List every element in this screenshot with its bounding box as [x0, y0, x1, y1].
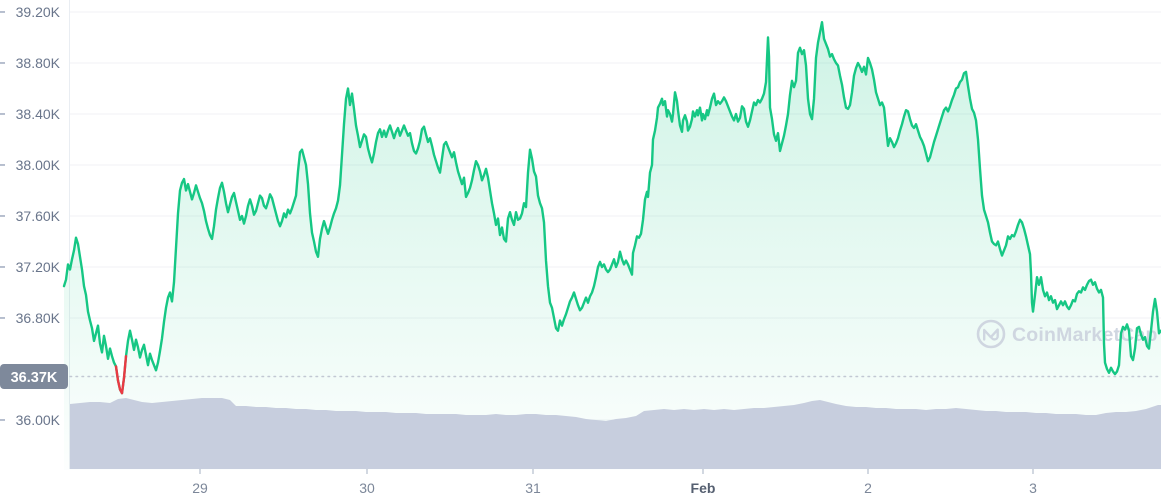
coinmarketcap-logo-icon: [976, 319, 1006, 349]
price-line-layer[interactable]: [62, 21, 1161, 395]
y-axis-label: 38.40K: [16, 106, 61, 122]
y-axis-label: 37.60K: [16, 208, 61, 224]
x-axis-label: Feb: [691, 480, 716, 496]
low-price-badge-label: 36.37K: [11, 370, 58, 386]
y-axis-label: 38.80K: [16, 55, 61, 71]
x-axis-label: 30: [359, 480, 375, 496]
y-axis-label: 37.20K: [16, 259, 61, 275]
x-axis-label: 3: [1029, 480, 1037, 496]
volume-layer: [70, 398, 1161, 469]
y-axis-label: 36.80K: [16, 310, 61, 326]
x-axis-label: 31: [525, 480, 541, 496]
y-axis-label: 39.20K: [16, 4, 61, 20]
x-axis-label: 29: [192, 480, 208, 496]
y-axis-layer: 39.20K 38.80K 38.40K 38.00K 37.60K 37.20K 36.8…: [16, 4, 61, 428]
y-axis-label: 38.00K: [16, 157, 61, 173]
y-axis-label: 36.00K: [16, 412, 61, 428]
x-axis-layer: 29 30 31 Feb 2 3: [192, 469, 1037, 496]
low-price-badge: 36.37K: [0, 364, 68, 389]
price-line-dip-segment: [114, 355, 128, 395]
price-line[interactable]: [62, 21, 1161, 395]
volume-area: [70, 398, 1161, 469]
coinmarketcap-logo-m: [983, 328, 999, 341]
x-axis-label: 2: [864, 480, 872, 496]
